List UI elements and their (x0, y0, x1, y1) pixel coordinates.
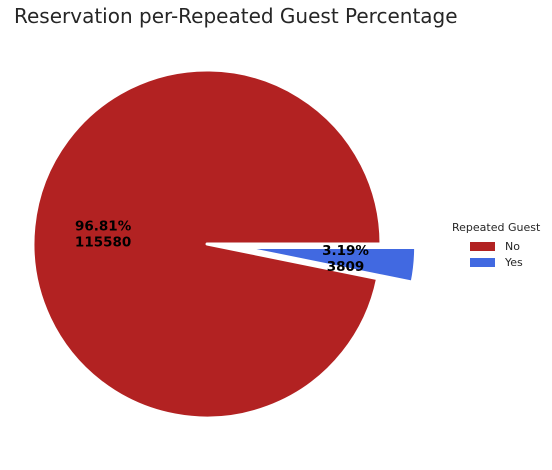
slice-label-no-count: 115580 (75, 235, 131, 251)
legend: Repeated Guest No Yes (452, 221, 540, 270)
legend-title: Repeated Guest (452, 221, 541, 234)
slice-label-no-percent: 96.81% (75, 219, 132, 235)
pie-slice-yes (240, 245, 418, 284)
chart-title: Reservation per-Repeated Guest Percentag… (14, 4, 458, 28)
legend-swatch-no (470, 241, 495, 251)
legend-swatch-yes (470, 257, 495, 267)
legend-item-yes: Yes (470, 254, 540, 270)
legend-item-no: No (470, 238, 540, 254)
legend-label-no: No (505, 239, 520, 253)
legend-label-yes: Yes (505, 255, 523, 269)
pie-slice-no (31, 68, 383, 420)
slice-label-yes-percent: 3.19% (322, 243, 369, 259)
slice-label-yes-count: 3809 (327, 259, 365, 275)
